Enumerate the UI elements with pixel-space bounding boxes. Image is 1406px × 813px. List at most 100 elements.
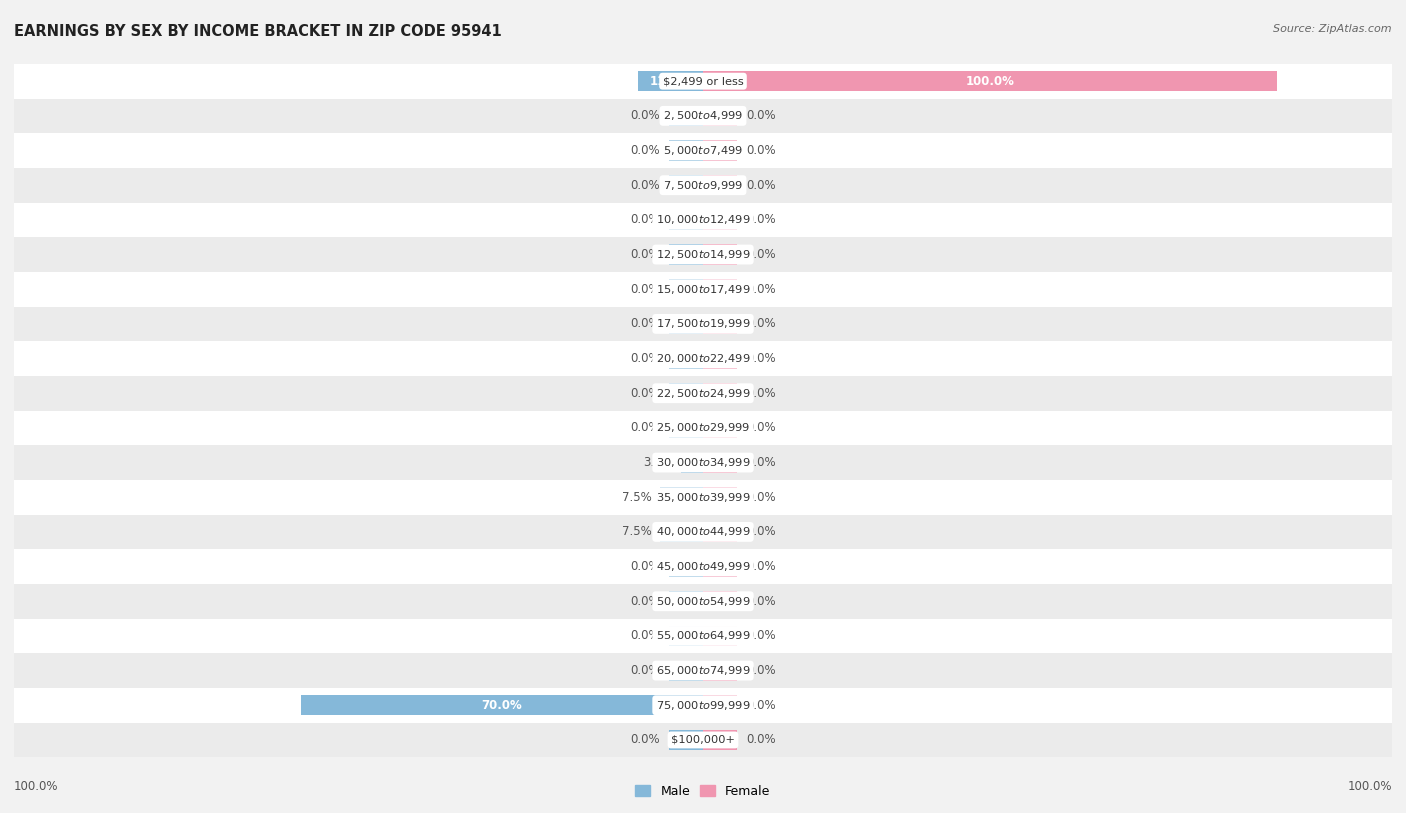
Legend: Male, Female: Male, Female [630, 780, 776, 802]
Bar [14, 654, 1392, 688]
Text: $55,000 to $64,999: $55,000 to $64,999 [655, 629, 751, 642]
Bar [669, 349, 703, 368]
Text: 0.0%: 0.0% [747, 525, 776, 538]
Text: EARNINGS BY SEX BY INCOME BRACKET IN ZIP CODE 95941: EARNINGS BY SEX BY INCOME BRACKET IN ZIP… [14, 24, 502, 39]
Bar [14, 480, 1392, 515]
Bar [14, 723, 1392, 757]
Text: 0.0%: 0.0% [747, 352, 776, 365]
Text: $50,000 to $54,999: $50,000 to $54,999 [655, 595, 751, 608]
Text: 7.5%: 7.5% [621, 491, 651, 504]
Text: $75,000 to $99,999: $75,000 to $99,999 [655, 699, 751, 711]
Text: 0.0%: 0.0% [747, 491, 776, 504]
Bar [14, 584, 1392, 619]
Text: $5,000 to $7,499: $5,000 to $7,499 [664, 144, 742, 157]
Bar [703, 591, 738, 611]
Bar [659, 487, 703, 507]
Bar [638, 71, 703, 91]
Bar [703, 349, 738, 368]
Text: 0.0%: 0.0% [747, 595, 776, 608]
Bar [669, 591, 703, 611]
Text: 100.0%: 100.0% [1347, 780, 1392, 793]
Bar [703, 730, 738, 750]
Bar [703, 106, 738, 126]
Text: $15,000 to $17,499: $15,000 to $17,499 [655, 283, 751, 296]
Bar [703, 487, 738, 507]
Bar [703, 175, 738, 195]
Text: 0.0%: 0.0% [747, 144, 776, 157]
Text: $2,499 or less: $2,499 or less [662, 76, 744, 86]
Text: 0.0%: 0.0% [630, 629, 659, 642]
Bar [669, 175, 703, 195]
Bar [703, 314, 738, 334]
Text: 0.0%: 0.0% [747, 283, 776, 296]
Bar [14, 688, 1392, 723]
Bar [669, 314, 703, 334]
Bar [669, 730, 703, 750]
Bar [669, 383, 703, 403]
Text: $100,000+: $100,000+ [671, 735, 735, 745]
Text: 0.0%: 0.0% [747, 248, 776, 261]
Bar [703, 557, 738, 576]
Text: $45,000 to $49,999: $45,000 to $49,999 [655, 560, 751, 573]
Bar [14, 376, 1392, 411]
Bar [669, 418, 703, 438]
Text: $40,000 to $44,999: $40,000 to $44,999 [655, 525, 751, 538]
Bar [703, 245, 738, 264]
Text: 0.0%: 0.0% [747, 179, 776, 192]
Bar [14, 446, 1392, 480]
Text: 7.5%: 7.5% [621, 525, 651, 538]
Text: 0.0%: 0.0% [747, 421, 776, 434]
Bar [703, 626, 738, 646]
Bar [14, 133, 1392, 167]
Bar [669, 245, 703, 264]
Text: 0.0%: 0.0% [630, 179, 659, 192]
Bar [14, 64, 1392, 98]
Bar [703, 695, 738, 715]
Text: 0.0%: 0.0% [747, 317, 776, 330]
Text: 0.0%: 0.0% [630, 664, 659, 677]
Text: 0.0%: 0.0% [630, 387, 659, 400]
Text: 0.0%: 0.0% [630, 213, 659, 226]
Bar [703, 522, 738, 542]
Bar [14, 202, 1392, 237]
Bar [14, 167, 1392, 202]
Text: 11.3%: 11.3% [650, 75, 690, 88]
Bar [14, 98, 1392, 133]
Bar [703, 279, 738, 299]
Text: $22,500 to $24,999: $22,500 to $24,999 [655, 387, 751, 400]
Text: $7,500 to $9,999: $7,500 to $9,999 [664, 179, 742, 192]
Text: 0.0%: 0.0% [747, 387, 776, 400]
Text: 0.0%: 0.0% [747, 664, 776, 677]
Bar [14, 341, 1392, 376]
Bar [669, 279, 703, 299]
Bar [669, 141, 703, 161]
Text: 0.0%: 0.0% [747, 110, 776, 122]
Bar [703, 453, 738, 472]
Bar [14, 307, 1392, 341]
Text: $65,000 to $74,999: $65,000 to $74,999 [655, 664, 751, 677]
Bar [14, 237, 1392, 272]
Bar [681, 453, 703, 472]
Text: 0.0%: 0.0% [747, 629, 776, 642]
Text: $35,000 to $39,999: $35,000 to $39,999 [655, 491, 751, 504]
Text: 0.0%: 0.0% [630, 421, 659, 434]
Text: $10,000 to $12,499: $10,000 to $12,499 [655, 213, 751, 226]
Bar [703, 383, 738, 403]
Text: $25,000 to $29,999: $25,000 to $29,999 [655, 421, 751, 434]
Text: 0.0%: 0.0% [630, 283, 659, 296]
Text: 0.0%: 0.0% [630, 110, 659, 122]
Bar [703, 141, 738, 161]
Text: 0.0%: 0.0% [630, 595, 659, 608]
Bar [669, 106, 703, 126]
Text: 3.8%: 3.8% [643, 456, 672, 469]
Text: $30,000 to $34,999: $30,000 to $34,999 [655, 456, 751, 469]
Bar [669, 660, 703, 680]
Text: 0.0%: 0.0% [630, 352, 659, 365]
Bar [301, 695, 703, 715]
Text: $2,500 to $4,999: $2,500 to $4,999 [664, 110, 742, 122]
Text: $17,500 to $19,999: $17,500 to $19,999 [655, 317, 751, 330]
Bar [669, 557, 703, 576]
Bar [14, 272, 1392, 307]
Bar [703, 418, 738, 438]
Bar [703, 71, 1277, 91]
